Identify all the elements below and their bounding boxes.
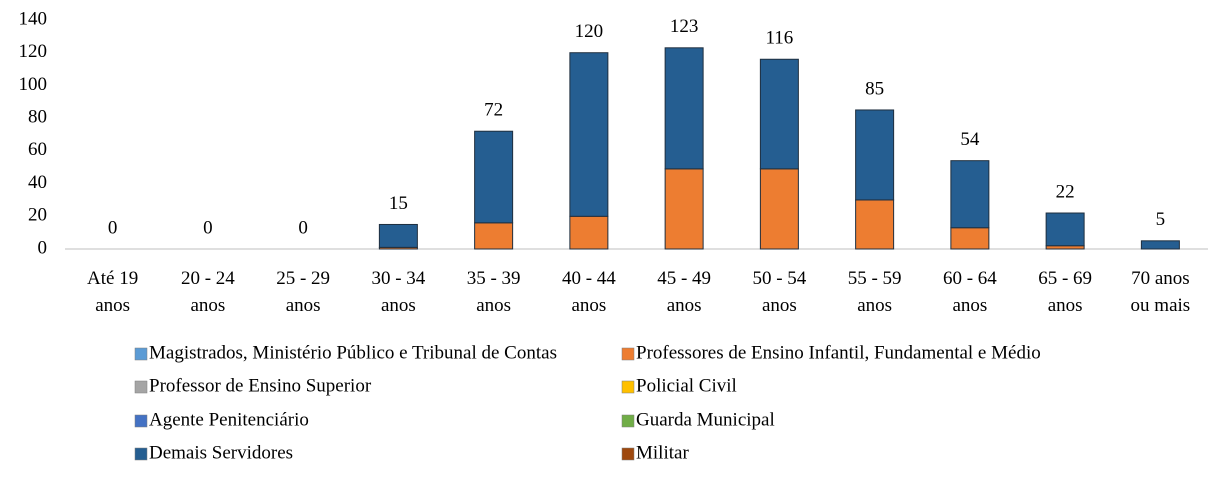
legend-label: Magistrados, Ministério Público e Tribun… <box>149 342 557 363</box>
total-label: 22 <box>1056 181 1075 202</box>
legend-swatch <box>134 347 148 361</box>
y-tick-label: 80 <box>28 107 47 128</box>
x-tick-label: 65 - 69 anos <box>1038 268 1092 316</box>
legend-label: Professor de Ensino Superior <box>149 375 372 396</box>
y-tick-label: 20 <box>28 205 47 226</box>
bar-segment <box>1140 240 1180 250</box>
bar-segment <box>569 215 609 250</box>
y-tick-label: 0 <box>38 237 48 258</box>
bar-segment <box>759 58 799 170</box>
bar-segment <box>569 52 609 217</box>
total-label: 5 <box>1156 209 1166 230</box>
total-label: 54 <box>960 129 980 150</box>
y-tick-label: 60 <box>28 139 47 160</box>
total-label: 120 <box>575 21 604 42</box>
bar-segment <box>1045 212 1085 247</box>
y-tick-label: 120 <box>19 41 48 62</box>
legend-swatch <box>134 414 148 428</box>
x-tick-label: 60 - 64 anos <box>943 268 997 316</box>
x-tick-label: 35 - 39 anos <box>467 268 521 316</box>
legend-label: Demais Servidores <box>149 442 293 463</box>
legend-swatch <box>621 380 635 394</box>
x-tick-label: Até 19 anos <box>87 268 138 316</box>
total-label: 0 <box>203 217 213 238</box>
bar-segment <box>855 109 895 201</box>
bar-segment <box>855 199 895 250</box>
bar-segment <box>759 168 799 250</box>
x-tick-label: 30 - 34 anos <box>371 268 425 316</box>
legend-label: Policial Civil <box>636 375 737 396</box>
x-tick-label: 20 - 24 anos <box>181 268 235 316</box>
legend-label: Professores de Ensino Infantil, Fundamen… <box>636 342 1041 363</box>
legend-swatch <box>621 447 635 461</box>
legend-label: Agente Penitenciário <box>149 409 309 430</box>
y-tick-label: 100 <box>19 74 48 95</box>
legend-swatch <box>134 447 148 461</box>
total-label: 0 <box>298 217 308 238</box>
y-tick-label: 140 <box>19 8 48 29</box>
x-tick-label: 25 - 29 anos <box>276 268 330 316</box>
bar-segment <box>664 168 704 250</box>
total-label: 116 <box>765 28 793 49</box>
legend-swatch <box>134 380 148 394</box>
x-tick-label: 40 - 44 anos <box>562 268 616 316</box>
bar-segment <box>378 223 418 248</box>
x-tick-label: 70 anos ou mais <box>1131 268 1191 316</box>
total-label: 0 <box>108 217 118 238</box>
bar-segment <box>474 130 514 224</box>
bar-segment <box>950 227 990 250</box>
legend-swatch <box>621 414 635 428</box>
bar-segment <box>950 160 990 229</box>
total-label: 15 <box>389 193 408 214</box>
x-tick-label: 45 - 49 anos <box>657 268 711 316</box>
x-tick-label: 50 - 54 anos <box>752 268 806 316</box>
x-tick-label: 55 - 59 anos <box>848 268 902 316</box>
y-tick-label: 40 <box>28 172 47 193</box>
bar-segment <box>664 47 704 170</box>
legend-label: Guarda Municipal <box>636 409 775 430</box>
total-label: 123 <box>670 16 699 37</box>
total-label: 72 <box>484 100 503 121</box>
legend-label: Militar <box>636 442 689 463</box>
bar-segment <box>474 222 514 250</box>
total-label: 85 <box>865 78 884 99</box>
legend-swatch <box>621 347 635 361</box>
